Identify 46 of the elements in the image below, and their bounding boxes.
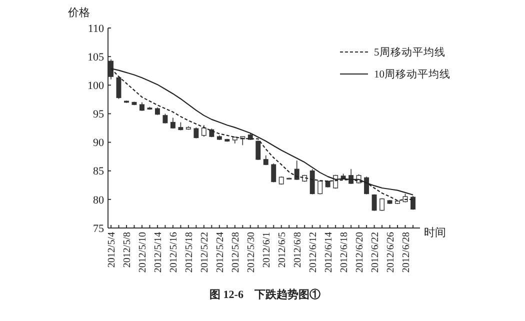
- x-tick-label: 2012/6/22: [370, 232, 381, 273]
- x-tick-label: 2012/5/22: [199, 232, 210, 273]
- candlestick: [380, 198, 385, 212]
- x-tick-label: 2012/5/24: [214, 232, 226, 273]
- x-tick-label: 2012/5/28: [230, 232, 242, 273]
- candlestick: [256, 140, 261, 160]
- x-tick-label: 2012/5/16: [168, 232, 180, 273]
- x-tick-label: 2012/6/12: [308, 232, 319, 273]
- x-tick-label: 2012/6/1: [261, 232, 272, 268]
- x-tick-label: 2012/5/14: [152, 232, 164, 273]
- x-tick-label: 2012/5/8: [122, 232, 133, 268]
- x-tick-label: 2012/6/5: [276, 232, 288, 268]
- x-tick-label: 2012/5/30: [246, 232, 257, 273]
- y-tick-label: 95: [93, 108, 104, 121]
- x-tick-label: 2012/5/18: [184, 232, 195, 273]
- y-tick-label: 85: [93, 166, 104, 178]
- candlestick: [410, 196, 416, 210]
- x-axis-title: 时间: [424, 226, 446, 239]
- candlestick: [372, 194, 377, 212]
- legend-label: 10周移动平均线: [374, 68, 450, 81]
- x-tick-label: 2012/5/10: [137, 232, 148, 273]
- candlestick: [116, 76, 122, 100]
- y-tick-label: 100: [88, 80, 104, 92]
- candlestick: [201, 124, 206, 137]
- candlestick: [271, 163, 276, 183]
- x-tick-label: 2012/6/28: [400, 232, 412, 273]
- y-axis-title: 价格: [67, 7, 90, 19]
- x-tick-label: 2012/6/18: [338, 232, 350, 273]
- y-tick-label: 90: [93, 137, 104, 150]
- y-tick-label: 80: [93, 194, 104, 206]
- y-tick-label: 110: [88, 22, 104, 35]
- text: 图 12-6 下跌趋势图①: [210, 288, 320, 301]
- candlestick: [294, 160, 300, 180]
- x-tick-label: 2012/6/14: [323, 232, 334, 273]
- y-tick-label: 105: [88, 51, 104, 64]
- x-tick-label: 2012/6/20: [354, 232, 366, 273]
- candlestick: [364, 176, 370, 195]
- legend-label: 5周移动平均线: [374, 46, 446, 59]
- x-tick-label: 2012/6/26: [385, 232, 396, 273]
- x-tick-label: 2012/6/8: [292, 232, 304, 268]
- candlestick: [162, 113, 168, 124]
- candlestick: [318, 180, 323, 195]
- candlestick: [194, 127, 199, 139]
- candlestick: [310, 168, 315, 195]
- y-tick-label: 75: [93, 222, 104, 235]
- x-tick-label: 2012/5/4: [106, 232, 118, 268]
